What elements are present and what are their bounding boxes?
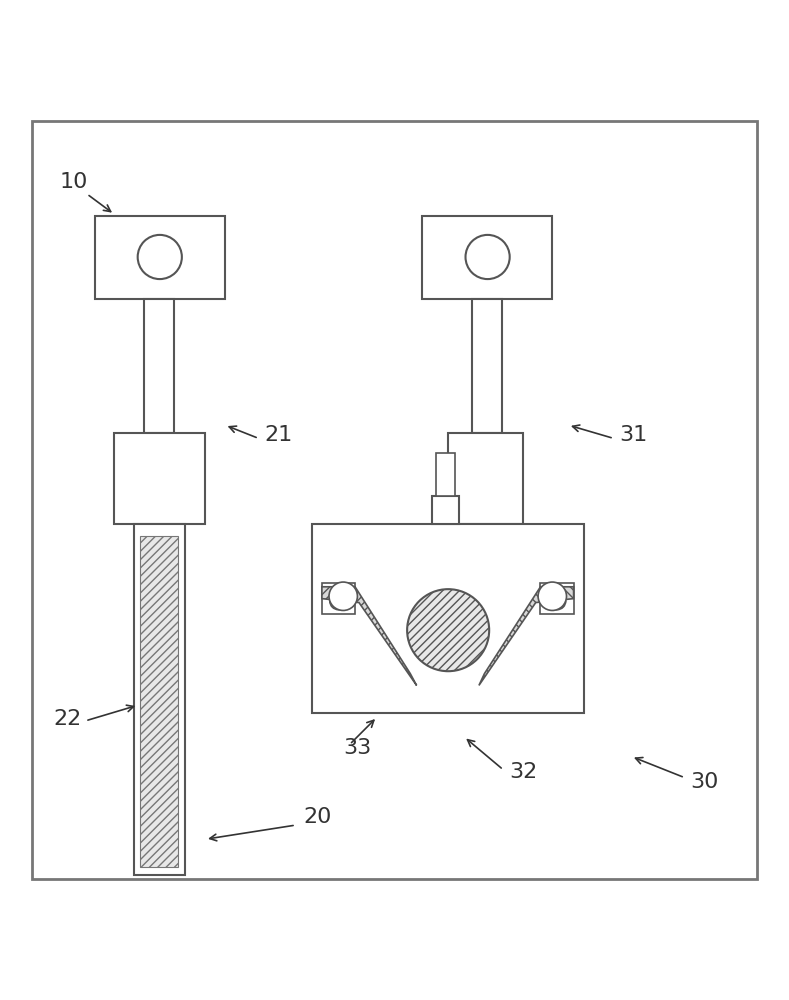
Bar	[144, 299, 174, 433]
Text: 20: 20	[304, 807, 332, 827]
Circle shape	[466, 235, 510, 279]
Bar	[322, 583, 355, 614]
Polygon shape	[322, 587, 417, 685]
Text: 10: 10	[59, 172, 88, 192]
Bar	[140, 536, 178, 867]
Circle shape	[137, 235, 181, 279]
Circle shape	[538, 582, 567, 610]
Bar	[312, 524, 584, 713]
Bar	[95, 216, 225, 299]
Text: 33: 33	[343, 738, 372, 758]
Bar	[422, 216, 552, 299]
Circle shape	[407, 589, 489, 671]
Text: 30: 30	[690, 772, 719, 792]
Bar	[436, 453, 455, 496]
Text: 31: 31	[619, 425, 648, 445]
Bar	[540, 583, 574, 614]
Bar	[448, 433, 523, 524]
Text: 21: 21	[264, 425, 293, 445]
Bar	[114, 433, 205, 524]
Text: 32: 32	[509, 762, 537, 782]
Bar	[134, 524, 185, 875]
Text: 22: 22	[54, 709, 82, 729]
Bar	[472, 299, 502, 433]
Circle shape	[329, 582, 357, 610]
Bar	[432, 496, 459, 524]
Polygon shape	[479, 587, 574, 685]
